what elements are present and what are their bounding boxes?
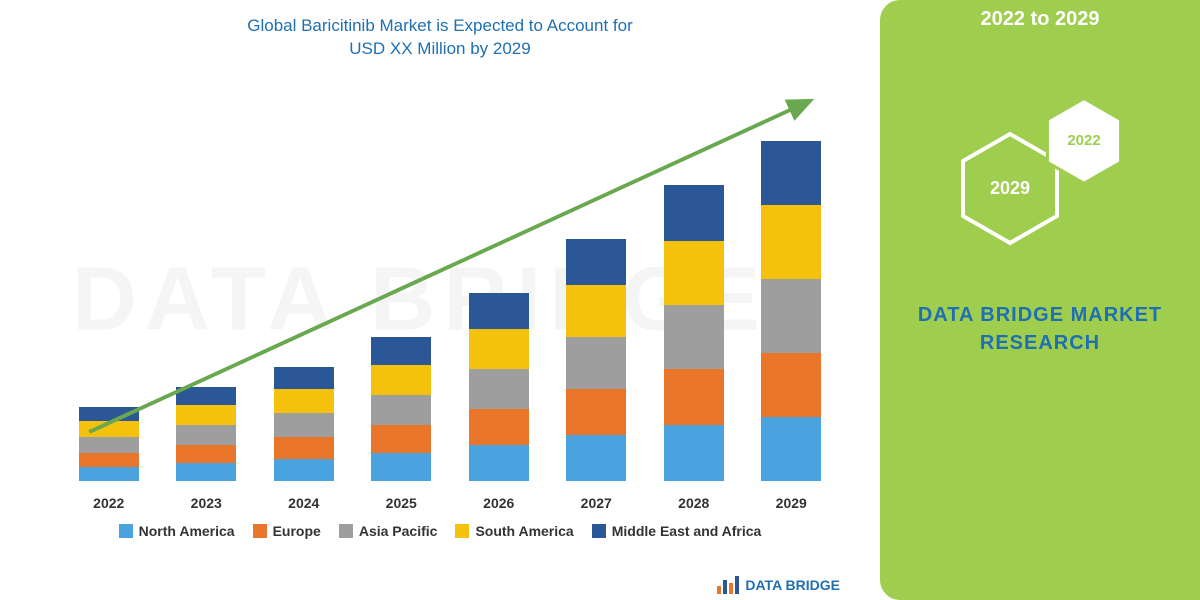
bar-segment (664, 305, 724, 369)
legend-item: Middle East and Africa (592, 523, 762, 539)
hex-badge-group: 2029 2022 (940, 91, 1140, 251)
brand-line1: DATA BRIDGE MARKET (918, 301, 1162, 329)
legend-label: Middle East and Africa (612, 523, 762, 539)
bar-segment (761, 141, 821, 205)
bar-segment (566, 239, 626, 285)
bar-segment (664, 185, 724, 241)
bar-segment (371, 425, 431, 453)
legend-item: Europe (253, 523, 321, 539)
legend-item: South America (455, 523, 573, 539)
hex-badge-2022-label: 2022 (1067, 132, 1100, 149)
legend-swatch (253, 524, 267, 538)
bar-segment (664, 425, 724, 481)
bar-segment (566, 389, 626, 435)
bar-segment (371, 365, 431, 395)
bar-segment (176, 425, 236, 445)
bar-segment (274, 367, 334, 389)
footer-logo-icon (717, 576, 739, 594)
hex-badge-2029-label: 2029 (990, 178, 1030, 199)
bar-segment (761, 417, 821, 481)
bar-segment (761, 279, 821, 353)
bar-segment (761, 353, 821, 417)
bar-segment (566, 435, 626, 481)
legend-swatch (119, 524, 133, 538)
bar-segment (274, 389, 334, 413)
bar-segment (664, 241, 724, 305)
bar-column (274, 367, 334, 481)
legend-item: Asia Pacific (339, 523, 438, 539)
bar-segment (79, 437, 139, 453)
bar-segment (79, 453, 139, 467)
bar-segment (664, 369, 724, 425)
bar-column (79, 407, 139, 481)
bar-segment (371, 337, 431, 365)
x-axis-labels: 2022 2023 2024 2025 2026 2027 2028 2029 (60, 495, 840, 511)
bar-column (371, 337, 431, 481)
x-axis-tick-label: 2023 (176, 495, 236, 511)
brand-line2: RESEARCH (918, 329, 1162, 357)
bar-column (566, 239, 626, 481)
bar-segment (274, 459, 334, 481)
hex-badge-2022: 2022 (1045, 96, 1123, 186)
x-axis-tick-label: 2029 (761, 495, 821, 511)
bar-segment (176, 463, 236, 481)
bar-segment (176, 405, 236, 425)
bar-segment (469, 329, 529, 369)
bar-segment (566, 285, 626, 337)
bar-segment (469, 445, 529, 481)
footer-logo-text: DATA BRIDGE (745, 577, 840, 593)
footer-logo: DATA BRIDGE (717, 576, 840, 594)
x-axis-tick-label: 2026 (469, 495, 529, 511)
legend-swatch (339, 524, 353, 538)
bar-segment (761, 205, 821, 279)
bar-column (469, 293, 529, 481)
main-layout: Global Baricitinib Market is Expected to… (0, 0, 1200, 600)
side-panel: 2022 to 2029 2029 2022 DATA BRIDGE MARKE… (880, 0, 1200, 600)
legend-label: North America (139, 523, 235, 539)
x-axis-tick-label: 2028 (664, 495, 724, 511)
x-axis-tick-label: 2022 (79, 495, 139, 511)
legend-label: Asia Pacific (359, 523, 438, 539)
legend-label: South America (475, 523, 573, 539)
legend-item: North America (119, 523, 235, 539)
bar-segment (274, 413, 334, 437)
chart-title-line1: Global Baricitinib Market is Expected to… (140, 15, 740, 38)
bar-segment (176, 387, 236, 405)
bar-segment (176, 445, 236, 463)
bar-segment (469, 369, 529, 409)
forecast-period-label: 2022 to 2029 (981, 8, 1100, 31)
legend-swatch (592, 524, 606, 538)
bar-segment (79, 421, 139, 437)
bar-segment (469, 409, 529, 445)
chart-title-line2: USD XX Million by 2029 (140, 38, 740, 61)
x-axis-tick-label: 2025 (371, 495, 431, 511)
bar-column (664, 185, 724, 481)
chart-area: Global Baricitinib Market is Expected to… (0, 0, 880, 600)
bar-segment (469, 293, 529, 329)
plot-region: 2022 2023 2024 2025 2026 2027 2028 2029 (30, 81, 850, 511)
bar-segment (566, 337, 626, 389)
legend-swatch (455, 524, 469, 538)
bar-column (761, 141, 821, 481)
bar-segment (371, 395, 431, 425)
chart-title: Global Baricitinib Market is Expected to… (140, 15, 740, 61)
bars-container (60, 81, 840, 481)
bar-column (176, 387, 236, 481)
legend-label: Europe (273, 523, 321, 539)
bar-segment (79, 467, 139, 481)
brand-name: DATA BRIDGE MARKET RESEARCH (918, 301, 1162, 357)
legend: North America Europe Asia Pacific South Ame… (20, 523, 860, 539)
x-axis-tick-label: 2027 (566, 495, 626, 511)
bar-segment (274, 437, 334, 459)
x-axis-tick-label: 2024 (274, 495, 334, 511)
bar-segment (79, 407, 139, 421)
bar-segment (371, 453, 431, 481)
